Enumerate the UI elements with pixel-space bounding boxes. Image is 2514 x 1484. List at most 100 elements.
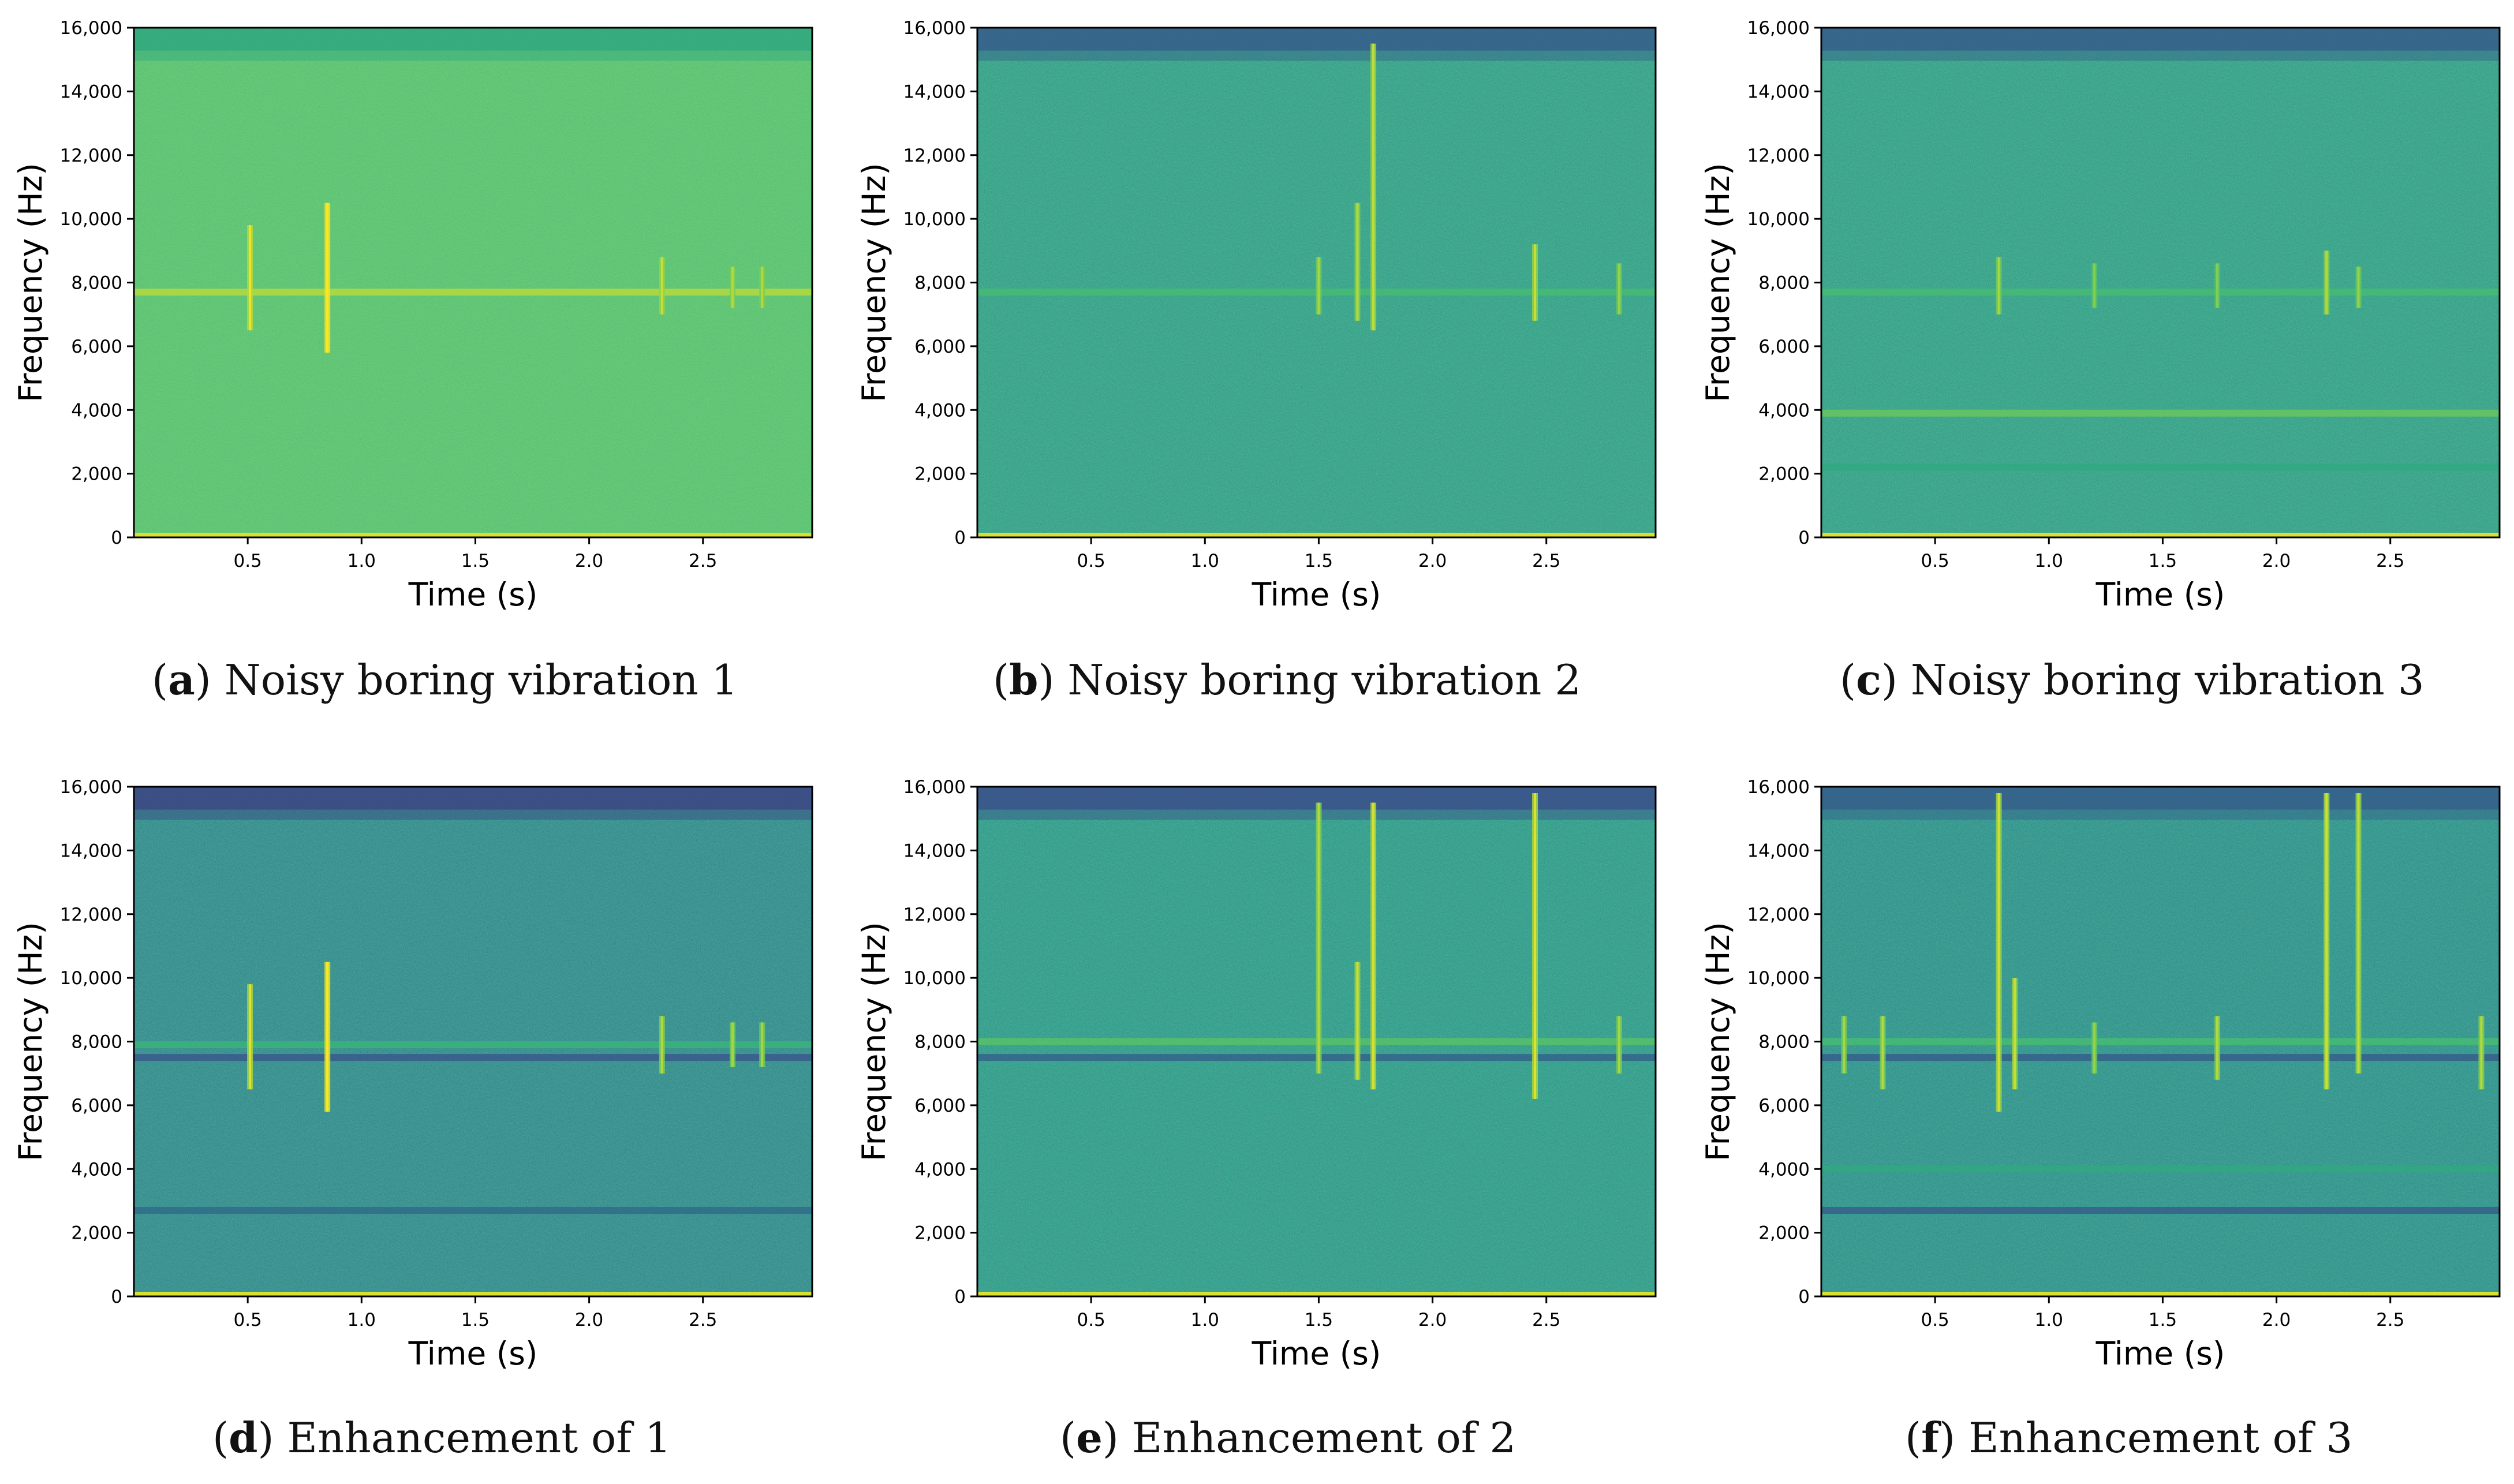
x-tick-label: 1.0	[2035, 1310, 2063, 1330]
band-line	[134, 1206, 812, 1214]
caption-e: (e) Enhancement of 2	[1060, 1413, 1516, 1462]
transient-core	[1997, 257, 2000, 315]
x-axis-label: Time (s)	[1252, 576, 1381, 613]
y-tick-label: 4,000	[71, 400, 122, 421]
y-tick-label: 8,000	[1758, 1032, 1810, 1053]
caption-d-letter: d	[229, 1413, 258, 1462]
y-tick-label: 14,000	[1747, 840, 1810, 861]
transient-core	[1317, 257, 1320, 315]
caption-e-text: Enhancement of 2	[1131, 1414, 1516, 1462]
transient-core	[1843, 1016, 1846, 1074]
x-tick-label: 2.5	[2376, 1310, 2404, 1330]
high-frequency-band	[134, 787, 812, 810]
band-line	[134, 1054, 812, 1061]
dc-line	[977, 1292, 1656, 1296]
x-axis-label: Time (s)	[408, 1335, 538, 1372]
caption-f: (f) Enhancement of 3	[1905, 1413, 2353, 1462]
y-tick-label: 2,000	[1758, 464, 1810, 485]
caption-e-letter: e	[1076, 1413, 1103, 1462]
high-frequency-band-fade	[134, 50, 812, 61]
caption-d-text: Enhancement of 1	[287, 1414, 671, 1462]
band-line	[1821, 1038, 2500, 1045]
caption-b: (b) Noisy boring vibration 2	[993, 655, 1582, 704]
y-tick-label: 6,000	[1758, 1096, 1810, 1116]
transient-core	[2357, 266, 2360, 308]
x-tick-label: 2.0	[575, 551, 603, 571]
y-tick-label: 14,000	[60, 81, 122, 102]
y-tick-label: 4,000	[914, 400, 966, 421]
x-axis-label: Time (s)	[2095, 576, 2225, 613]
y-axis-label: Frequency (Hz)	[856, 922, 892, 1161]
y-tick-label: 4,000	[914, 1159, 966, 1180]
high-frequency-band	[134, 28, 812, 51]
spectrogram-d	[134, 787, 812, 1296]
transient-core	[731, 1022, 734, 1067]
x-tick-label: 2.0	[2262, 1310, 2291, 1330]
y-tick-label: 8,000	[914, 1032, 966, 1053]
band-line	[1821, 289, 2500, 296]
y-tick-label: 6,000	[71, 337, 122, 357]
transient-core	[249, 984, 252, 1090]
y-tick-label: 10,000	[903, 968, 966, 989]
y-axis-label: Frequency (Hz)	[856, 163, 892, 402]
dc-line	[1821, 533, 2500, 537]
x-tick-label: 2.5	[2376, 551, 2404, 571]
y-tick-label: 0	[111, 528, 122, 548]
x-tick-label: 1.5	[1305, 1310, 1333, 1330]
y-tick-label: 2,000	[1758, 1223, 1810, 1244]
transient-core	[1618, 1016, 1620, 1074]
panel-b: 0 2,000 4,000 6,000 8,000 10,000 12,000 14,000 1…	[856, 18, 1657, 613]
y-tick-label: 8,000	[914, 273, 966, 294]
y-tick-label: 2,000	[914, 464, 966, 485]
y-tick-label: 16,000	[903, 18, 966, 39]
y-tick-label: 6,000	[914, 337, 966, 357]
x-tick-label: 0.5	[233, 1310, 262, 1330]
y-tick-label: 14,000	[60, 840, 122, 861]
dc-line	[134, 1292, 812, 1296]
transient-core	[2014, 978, 2016, 1090]
x-tick-label: 2.5	[1532, 551, 1560, 571]
x-tick-label: 0.5	[1077, 1310, 1105, 1330]
y-tick-label: 0	[954, 528, 966, 548]
x-tick-label: 1.0	[348, 1310, 376, 1330]
y-tick-label: 4,000	[1758, 400, 1810, 421]
band-line	[1821, 409, 2500, 417]
y-tick-label: 10,000	[1747, 209, 1810, 230]
transient-core	[1372, 802, 1375, 1090]
x-tick-label: 1.0	[1191, 551, 1219, 571]
x-tick-label: 1.5	[461, 551, 490, 571]
high-frequency-band	[977, 28, 1656, 51]
panel-f: 0 2,000 4,000 6,000 8,000 10,000 12,000 14,000 1…	[1699, 777, 2501, 1372]
spectrogram-a	[134, 28, 812, 537]
caption-c: (c) Noisy boring vibration 3	[1840, 655, 2425, 704]
y-tick-label: 4,000	[71, 1159, 122, 1180]
y-axis-label: Frequency (Hz)	[12, 163, 49, 402]
spectrogram-noise	[1821, 28, 2500, 537]
y-tick-label: 14,000	[903, 81, 966, 102]
band-line	[134, 1041, 812, 1049]
transient-core	[2357, 793, 2360, 1074]
caption-b-text: Noisy boring vibration 2	[1067, 656, 1582, 704]
transient-core	[326, 962, 329, 1112]
x-tick-label: 1.5	[1305, 551, 1333, 571]
y-tick-label: 10,000	[60, 968, 122, 989]
panels-layer: 0 2,000 4,000 6,000 8,000 10,000 12,000 14,000 1…	[12, 18, 2501, 1372]
y-tick-label: 0	[1798, 528, 1810, 548]
spectrogram-b	[977, 28, 1656, 537]
dc-line	[977, 533, 1656, 537]
caption-c-text: Noisy boring vibration 3	[1910, 656, 2425, 704]
band-line	[1821, 1165, 2500, 1173]
spectrogram-e	[977, 787, 1656, 1296]
x-tick-label: 1.5	[461, 1310, 490, 1330]
transient-core	[660, 1016, 663, 1074]
transient-core	[2093, 263, 2096, 308]
transient-core	[2216, 263, 2219, 308]
high-frequency-band	[1821, 28, 2500, 51]
x-tick-label: 2.0	[575, 1310, 603, 1330]
y-tick-label: 6,000	[914, 1096, 966, 1116]
band-line	[1821, 463, 2500, 471]
y-tick-label: 12,000	[60, 145, 122, 166]
transient-core	[1356, 962, 1359, 1080]
y-tick-label: 12,000	[60, 904, 122, 925]
